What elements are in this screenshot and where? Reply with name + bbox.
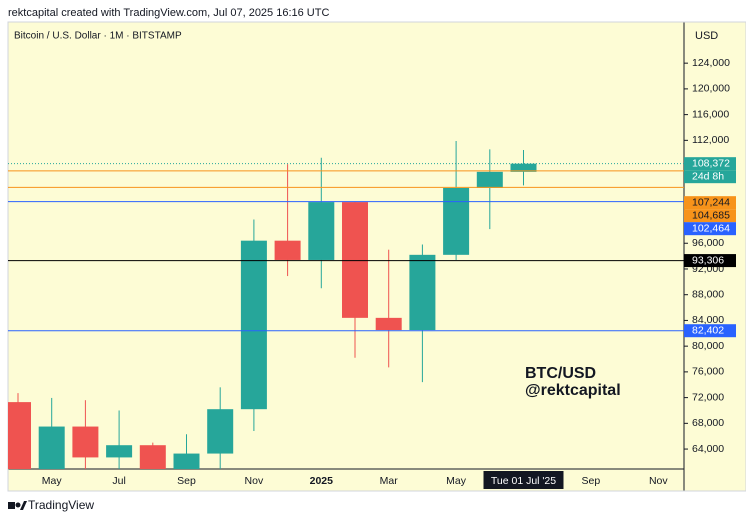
level-label-bg — [684, 222, 736, 236]
candle-body — [207, 409, 234, 454]
y-tick-label: 72,000 — [692, 391, 724, 403]
y-tick-label: 84,000 — [692, 314, 724, 326]
currency: USD — [695, 30, 718, 42]
candle-body — [139, 445, 166, 469]
countdown: 24d 8h — [692, 170, 724, 182]
candle-body — [510, 163, 537, 172]
y-tick-label: 80,000 — [692, 340, 724, 352]
x-tick-label: May — [42, 475, 63, 487]
plot-background — [8, 22, 746, 491]
level-label-bg — [684, 254, 736, 268]
y-tick-label: 124,000 — [692, 57, 730, 69]
level-label: 104,685 — [692, 209, 730, 221]
x-tick-label: Tue 01 Jul '25 — [491, 475, 556, 487]
candle-body — [375, 317, 402, 331]
y-tick-label: 112,000 — [692, 134, 729, 146]
candle-body — [173, 453, 200, 469]
y-tick-label: 120,000 — [692, 83, 730, 95]
candle-body — [240, 240, 267, 410]
level-label: 93,306 — [692, 254, 724, 266]
level-label: 107,244 — [692, 196, 730, 208]
x-tick-label: May — [446, 475, 467, 487]
y-tick-label: 88,000 — [692, 288, 724, 300]
level-label-bg — [684, 157, 736, 171]
x-tick-label: Nov — [649, 475, 668, 487]
x-tick-label: Sep — [177, 475, 196, 487]
candle-body — [274, 240, 301, 260]
level-label-bg — [684, 196, 736, 210]
frame — [7, 21, 746, 492]
countdown-bg — [684, 170, 736, 184]
chart-title: Bitcoin / U.S. Dollar · 1M · BITSTAMP — [14, 31, 182, 42]
level-label: 102,464 — [692, 222, 730, 234]
y-tick-label: 64,000 — [692, 443, 724, 455]
level-label: 82,402 — [692, 324, 724, 336]
logo — [8, 501, 27, 510]
footer-brand: TradingView — [28, 498, 94, 512]
y-tick-label: 68,000 — [692, 417, 724, 429]
candle-body — [409, 254, 436, 331]
y-tick-label: 116,000 — [692, 108, 729, 120]
level-label: 108,372 — [692, 157, 730, 169]
header: rektcapital created with TradingView.com… — [8, 7, 329, 19]
level-label-bg — [684, 209, 736, 223]
candle-body — [342, 202, 368, 318]
y-tick-label: 96,000 — [692, 237, 724, 249]
candles — [8, 140, 537, 469]
x-tick-label: 2025 — [310, 475, 334, 487]
x-tick-label: Mar — [380, 475, 399, 487]
candle-body — [308, 202, 335, 260]
x-tick-label: Jul — [112, 475, 125, 487]
annotation: BTC/USD — [525, 365, 596, 382]
x-tick-label: Nov — [245, 475, 264, 487]
candle-body — [38, 426, 65, 469]
candle-body — [443, 187, 470, 255]
x-tick-label: Sep — [582, 475, 601, 487]
crosshair-label-bg — [483, 471, 564, 489]
y-tick-label: 76,000 — [692, 366, 724, 378]
candle-body — [72, 426, 99, 458]
candle-body — [106, 445, 133, 458]
annotation: @rektcapital — [525, 382, 621, 399]
level-label-bg — [684, 324, 736, 338]
candle-body — [8, 402, 31, 469]
candle-body — [476, 171, 503, 188]
